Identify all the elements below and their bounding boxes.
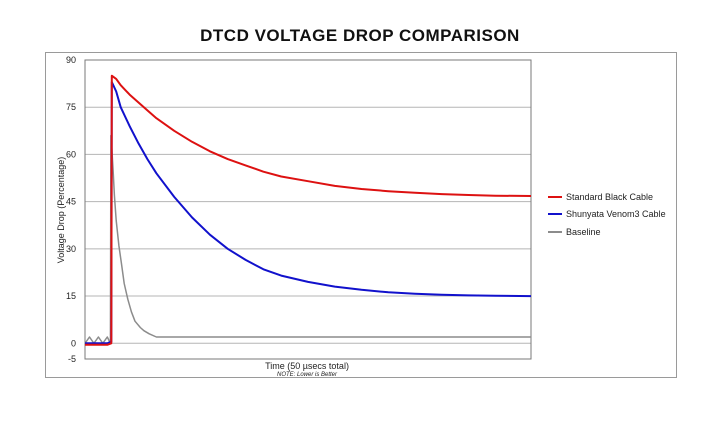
y-tick-label: -5 (68, 354, 76, 364)
grid-lines (85, 106, 531, 344)
series-lines (84, 74, 532, 346)
plot-area (84, 59, 532, 360)
legend-label: Standard Black Cable (566, 192, 653, 202)
y-tick-labels: 90 75 60 45 30 15 0 -5 (66, 55, 76, 364)
x-axis-note: NOTE: Lower is Better (277, 372, 338, 378)
series-line-baseline (84, 134, 531, 345)
y-tick-label: 30 (66, 244, 76, 254)
legend-label: Shunyata Venom3 Cable (566, 209, 666, 219)
y-tick-label: 75 (66, 102, 76, 112)
y-tick-label: 45 (66, 197, 76, 207)
series-line-standard-black-cable (85, 74, 532, 346)
chart-title: DTCD VOLTAGE DROP COMPARISON (200, 26, 520, 45)
chart-frame (45, 52, 677, 378)
x-axis-label: Time (50 µsecs total) (265, 361, 349, 371)
series-line-shunyata-venom3-cable (85, 81, 532, 345)
y-tick-label: 15 (66, 291, 76, 301)
legend-label: Baseline (566, 227, 601, 237)
legend: Standard Black Cable Shunyata Venom3 Cabl… (548, 192, 666, 237)
y-tick-label: 90 (66, 55, 76, 65)
y-axis-label: Voltage Drop (Percentage) (56, 157, 66, 264)
y-tick-label: 0 (71, 338, 76, 348)
y-tick-label: 60 (66, 149, 76, 159)
